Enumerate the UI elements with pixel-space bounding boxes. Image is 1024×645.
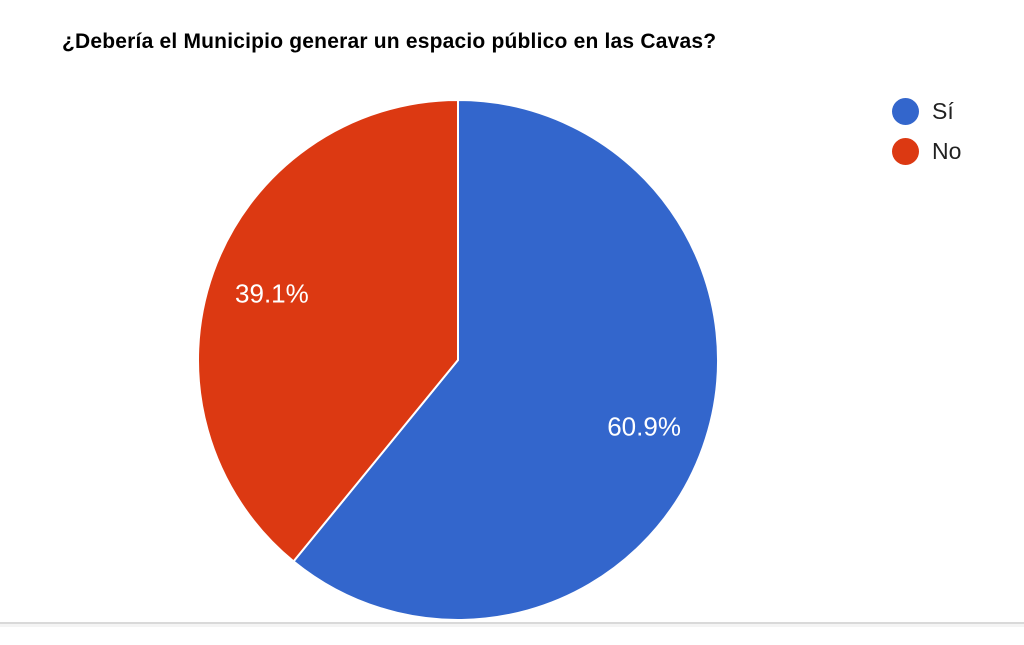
- pie-slice-label-no: 39.1%: [235, 279, 309, 309]
- legend-label-si: Sí: [932, 98, 954, 124]
- legend-item-no: No: [892, 137, 961, 165]
- bottom-divider-shade: [0, 624, 1024, 627]
- pie-chart: 60.9% 39.1%: [197, 99, 719, 621]
- legend-item-si: Sí: [892, 97, 961, 125]
- legend-swatch-no-icon: [892, 137, 919, 165]
- chart-title: ¿Debería el Municipio generar un espacio…: [62, 30, 717, 53]
- legend-label-no: No: [932, 138, 962, 164]
- legend-swatch-si-icon: [892, 97, 919, 125]
- pie-slice-no: [197, 99, 459, 563]
- bottom-divider: [0, 622, 1024, 624]
- pie-slice-si: [292, 99, 719, 621]
- pie-slice-label-si: 60.9%: [607, 411, 681, 441]
- legend: Sí No: [892, 97, 961, 177]
